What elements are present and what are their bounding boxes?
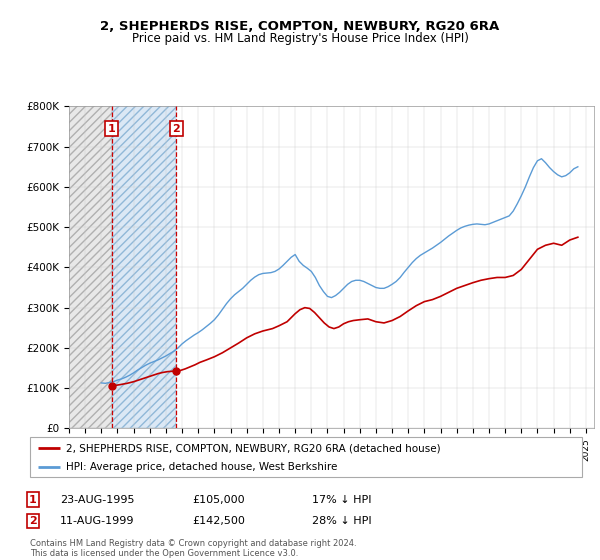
Text: 1: 1 — [108, 124, 116, 133]
Text: 2: 2 — [172, 124, 180, 133]
Bar — [69, 106, 112, 428]
Text: 23-AUG-1995: 23-AUG-1995 — [60, 494, 134, 505]
Text: HPI: Average price, detached house, West Berkshire: HPI: Average price, detached house, West… — [66, 462, 337, 472]
Text: 11-AUG-1999: 11-AUG-1999 — [60, 516, 134, 526]
Text: 2: 2 — [29, 516, 37, 526]
Text: £105,000: £105,000 — [192, 494, 245, 505]
Text: Price paid vs. HM Land Registry's House Price Index (HPI): Price paid vs. HM Land Registry's House … — [131, 32, 469, 45]
Text: 2, SHEPHERDS RISE, COMPTON, NEWBURY, RG20 6RA (detached house): 2, SHEPHERDS RISE, COMPTON, NEWBURY, RG2… — [66, 443, 440, 453]
Text: Contains HM Land Registry data © Crown copyright and database right 2024.
This d: Contains HM Land Registry data © Crown c… — [30, 539, 356, 558]
Bar — [112, 106, 176, 428]
Text: 1: 1 — [29, 494, 37, 505]
Text: £142,500: £142,500 — [192, 516, 245, 526]
Text: 28% ↓ HPI: 28% ↓ HPI — [312, 516, 371, 526]
Text: 17% ↓ HPI: 17% ↓ HPI — [312, 494, 371, 505]
Text: 2, SHEPHERDS RISE, COMPTON, NEWBURY, RG20 6RA: 2, SHEPHERDS RISE, COMPTON, NEWBURY, RG2… — [100, 20, 500, 32]
